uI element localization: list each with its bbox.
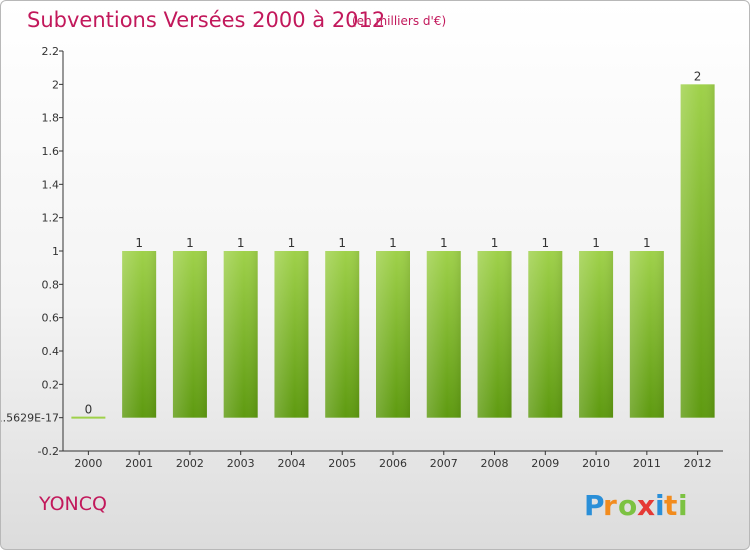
bar-shade xyxy=(629,251,664,418)
y-tick-label: 0.6 xyxy=(42,312,60,325)
y-tick-label: 0.8 xyxy=(42,278,60,291)
x-tick-label: 2004 xyxy=(277,457,305,470)
svg-text:x: x xyxy=(637,489,655,521)
bar-shade xyxy=(477,251,512,418)
svg-text:t: t xyxy=(664,489,677,521)
x-tick-label: 2008 xyxy=(481,457,509,470)
x-tick-label: 2012 xyxy=(684,457,712,470)
bar-shade xyxy=(680,84,715,418)
bar-shade xyxy=(325,251,360,418)
data-label: 1 xyxy=(338,236,346,250)
data-label: 1 xyxy=(491,236,499,250)
x-tick-label: 2001 xyxy=(125,457,153,470)
bar-shade xyxy=(528,251,563,418)
x-tick-label: 2006 xyxy=(379,457,407,470)
data-label: 2 xyxy=(694,69,702,83)
bar-shade xyxy=(223,251,258,418)
y-tick-label: 2.2 xyxy=(42,45,60,58)
data-label: 1 xyxy=(643,236,651,250)
svg-text:i: i xyxy=(655,489,665,521)
x-tick-label: 2003 xyxy=(227,457,255,470)
bar-shade xyxy=(172,251,207,418)
data-label: 1 xyxy=(237,236,245,250)
x-tick-label: 2005 xyxy=(328,457,356,470)
y-tick-label: 1 xyxy=(52,245,59,258)
y-tick-label: 0.4 xyxy=(42,345,60,358)
chart-title: Subventions Versées 2000 à 2012 xyxy=(27,8,386,32)
data-label: 1 xyxy=(592,236,600,250)
x-tick-label: 2002 xyxy=(176,457,204,470)
bar-shade xyxy=(579,251,614,418)
data-label: 0 xyxy=(85,403,93,417)
y-tick-label: 1.4 xyxy=(42,178,60,191)
y-tick-label: 1.8 xyxy=(42,112,60,125)
x-tick-label: 2007 xyxy=(430,457,458,470)
chart-unit: (en milliers d'€) xyxy=(352,14,447,28)
x-tick-label: 2009 xyxy=(531,457,559,470)
svg-text:r: r xyxy=(603,489,617,521)
bar-shade xyxy=(376,251,410,418)
svg-text:o: o xyxy=(618,489,637,521)
proxiti-logo: P r o x i t i xyxy=(584,489,688,521)
x-tick-label: 2011 xyxy=(633,457,661,470)
x-tick-label: 2000 xyxy=(74,457,102,470)
data-label: 1 xyxy=(135,236,143,250)
y-tick-label: 1.6 xyxy=(42,145,60,158)
data-label: 1 xyxy=(389,236,397,250)
y-tick-label: -1.5629E-17 xyxy=(1,412,59,425)
bar-shade xyxy=(122,251,157,418)
bar-shade xyxy=(426,251,461,418)
y-tick-label: -0.2 xyxy=(38,445,59,458)
y-tick-label: 1.2 xyxy=(42,212,60,225)
data-label: 1 xyxy=(541,236,549,250)
svg-text:i: i xyxy=(678,489,688,521)
bar-shade xyxy=(274,251,309,418)
y-tick-label: 2 xyxy=(52,78,59,91)
data-label: 1 xyxy=(440,236,448,250)
data-label: 1 xyxy=(288,236,296,250)
y-tick-label: 0.2 xyxy=(42,378,60,391)
commune-name: YONCQ xyxy=(39,493,107,515)
data-label: 1 xyxy=(186,236,194,250)
x-tick-label: 2010 xyxy=(582,457,610,470)
svg-text:P: P xyxy=(584,489,605,521)
